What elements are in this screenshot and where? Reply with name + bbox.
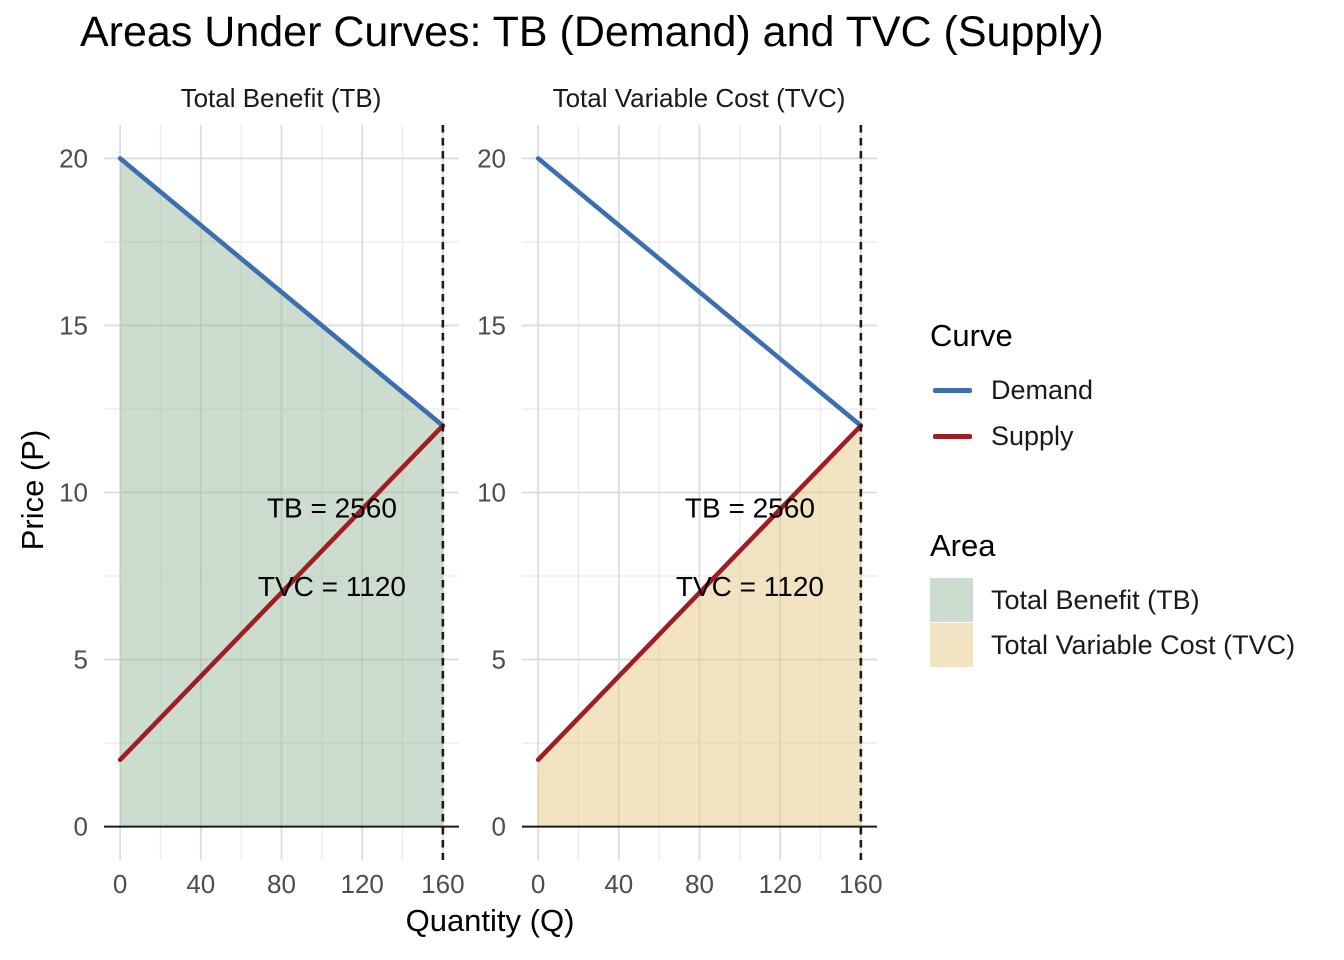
legend-title-area: Area <box>930 528 996 563</box>
x-tick-label: 40 <box>186 869 215 899</box>
annotation-tvc: TVC = 1120 <box>676 571 824 602</box>
tvc-area-swatch-icon <box>930 623 973 667</box>
y-tick-label: 10 <box>59 478 88 508</box>
x-tick-label: 160 <box>839 869 882 899</box>
legend-item-supply: Supply <box>930 420 1074 452</box>
supply-curve <box>535 423 864 763</box>
y-tick-label: 5 <box>492 645 506 675</box>
y-tick-label: 20 <box>477 143 506 173</box>
legend-label-tb: Total Benefit (TB) <box>991 584 1200 615</box>
x-tick-label: 80 <box>267 869 296 899</box>
x-tick-label: 0 <box>113 869 127 899</box>
legend-label-supply: Supply <box>991 420 1074 451</box>
supply-curve <box>117 423 446 763</box>
x-tick-label: 40 <box>604 869 633 899</box>
x-tick-label: 160 <box>421 869 464 899</box>
demand-key-line-icon <box>933 387 972 393</box>
y-axis-title: Price (P) <box>15 429 50 551</box>
chart-title: Areas Under Curves: TB (Demand) and TVC … <box>80 8 1104 56</box>
annotation-tb: TB = 2560 <box>267 493 397 524</box>
legend-item-tb: Total Benefit (TB) <box>930 578 1200 622</box>
demand-curve <box>117 156 446 428</box>
legend-title-curve: Curve <box>930 318 1013 353</box>
legend-item-tvc: Total Variable Cost (TVC) <box>930 623 1295 667</box>
annotation-tb: TB = 2560 <box>685 493 815 524</box>
facet-label-tb: Total Benefit (TB) <box>180 83 382 113</box>
x-tick-label: 0 <box>531 869 545 899</box>
y-tick-label: 20 <box>59 143 88 173</box>
demand-curve <box>535 156 864 428</box>
area-fill-tvc <box>538 425 861 827</box>
y-tick-label: 15 <box>477 310 506 340</box>
tb-area-swatch-icon <box>930 578 973 622</box>
y-tick-label: 15 <box>59 310 88 340</box>
x-tick-label: 80 <box>685 869 714 899</box>
y-tick-label: 5 <box>74 645 88 675</box>
facet-label-tvc: Total Variable Cost (TVC) <box>552 83 846 113</box>
legend-label-tvc: Total Variable Cost (TVC) <box>991 629 1296 660</box>
area-fill-tb <box>120 158 443 827</box>
legend-label-demand: Demand <box>991 374 1094 405</box>
x-tick-label: 120 <box>758 869 801 899</box>
x-axis-title: Quantity (Q) <box>405 903 575 938</box>
supply-key-line-icon <box>933 433 972 439</box>
x-tick-label: 120 <box>340 869 383 899</box>
y-tick-label: 0 <box>74 812 88 842</box>
annotation-tvc: TVC = 1120 <box>258 571 406 602</box>
y-tick-label: 10 <box>477 478 506 508</box>
legend-item-demand: Demand <box>930 374 1093 406</box>
y-tick-label: 0 <box>492 812 506 842</box>
